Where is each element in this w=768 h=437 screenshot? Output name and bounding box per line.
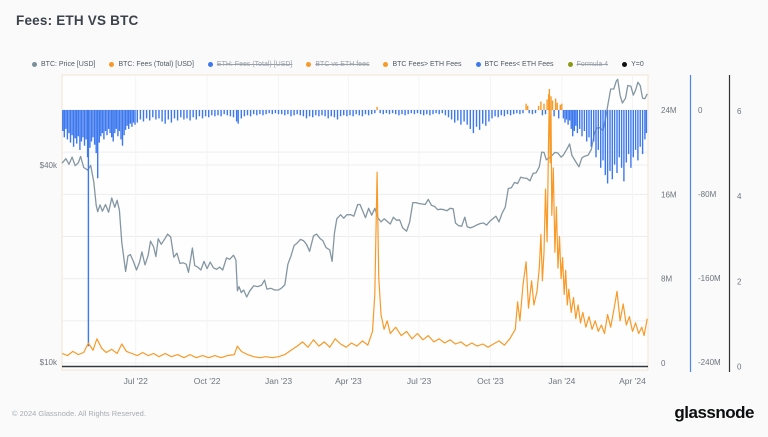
legend-item-btc-vs-eth-fees[interactable]: BTC vs ETH fees — [306, 61, 369, 68]
diff-axis-label: 0 — [698, 106, 703, 115]
legend-item-btc-fees-eth-fees[interactable]: BTC Fees> ETH Fees — [383, 60, 462, 68]
legend-label: ETH: Fees (Total) [USD] — [216, 60, 293, 68]
price-axis-label: $10k — [40, 358, 58, 367]
fees-axis-label: 0 — [661, 359, 666, 368]
aux-axis-label: 4 — [737, 192, 742, 201]
legend-dot-icon — [475, 61, 481, 67]
fee-diff-bars — [62, 89, 648, 347]
legend-dot-icon — [567, 61, 573, 67]
diff-axis-label: -80M — [698, 190, 717, 199]
legend-item-formula-4[interactable]: Formula 4 — [567, 60, 609, 68]
aux-axis-label: 6 — [737, 107, 742, 116]
legend-dot-icon — [207, 61, 213, 67]
diff-axis-label: -160M — [698, 274, 721, 283]
price-axis-label: $40k — [40, 161, 58, 170]
legend-dot-icon — [306, 61, 312, 67]
fees-axis-label: 16M — [661, 190, 677, 199]
fees-axis-label: 24M — [661, 106, 677, 115]
legend-item-btc-fees-total-usd[interactable]: BTC: Fees (Total) [USD] — [109, 60, 194, 68]
chart-legend: BTC: Price [USD] BTC: Fees (Total) [USD] E… — [32, 58, 672, 70]
fees-axis-label: 8M — [661, 275, 672, 284]
legend-dot-icon — [622, 61, 628, 67]
legend-item-y-0[interactable]: Y=0 — [622, 61, 644, 68]
aux-axis-label: 2 — [737, 277, 742, 286]
copyright-text: © 2024 Glassnode. All Rights Reserved. — [12, 409, 146, 418]
x-axis-label: Apr '23 — [335, 376, 362, 386]
x-axis-label: Jul '23 — [407, 376, 432, 386]
legend-label: BTC Fees< ETH Fees — [484, 60, 554, 68]
diff-axis-label: -240M — [698, 358, 721, 367]
x-axis-label: Jan '24 — [548, 376, 575, 386]
aux-axis-label: 0 — [737, 363, 742, 372]
btc-price-line — [61, 78, 648, 298]
legend-label: Y=0 — [631, 60, 644, 68]
glassnode-logo: glassnode — [674, 403, 754, 422]
legend-label: BTC Fees> ETH Fees — [392, 60, 462, 68]
x-axis-label: Oct '22 — [194, 376, 221, 386]
legend-label: BTC: Fees (Total) [USD] — [118, 60, 194, 68]
legend-dot-icon — [383, 61, 389, 67]
legend-dot-icon — [32, 61, 37, 67]
legend-label: BTC vs ETH fees — [315, 60, 370, 68]
x-axis-label: Jan '23 — [265, 376, 292, 386]
legend-label: Formula 4 — [576, 60, 609, 68]
legend-item-btc-price-usd[interactable]: BTC: Price [USD] — [32, 61, 95, 68]
legend-item-btc-fees-eth-fees[interactable]: BTC Fees< ETH Fees — [475, 60, 554, 68]
x-axis-label: Oct '23 — [477, 376, 504, 386]
legend-dot-icon — [109, 61, 115, 67]
btc-fees-line — [61, 94, 648, 359]
legend-label: BTC: Price [USD] — [41, 60, 96, 68]
x-axis-label: Apr '24 — [619, 376, 646, 386]
legend-item-eth-fees-total-usd[interactable]: ETH: Fees (Total) [USD] — [207, 60, 293, 68]
x-axis-label: Jul '22 — [124, 376, 149, 386]
page-title: Fees: ETH VS BTC — [16, 13, 139, 28]
